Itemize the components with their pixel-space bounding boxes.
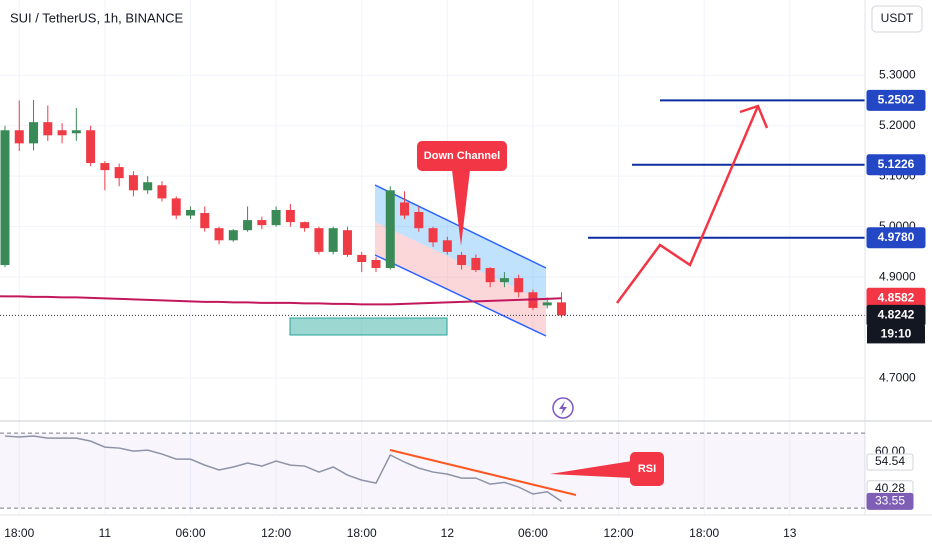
- y-tick-label: 4.7000: [879, 370, 916, 384]
- candle-body: [428, 228, 438, 243]
- axes: 18:00 11 06:00 12:00 18:00 12 06:00 12:00 18:00 1…: [4, 67, 926, 540]
- price-label: 4.8242: [878, 308, 915, 322]
- candle-body: [100, 163, 110, 171]
- rsi-line: [4, 435, 562, 503]
- rsi-label-box: [866, 492, 914, 510]
- candle-body: [14, 130, 24, 144]
- candle-body: [385, 190, 395, 269]
- candle-body: [542, 302, 552, 306]
- x-tick-label: 18:00: [4, 526, 34, 540]
- y-tick-label: 4.9000: [879, 269, 916, 283]
- candle-body: [485, 268, 495, 283]
- candle-body: [228, 230, 238, 241]
- grid: [0, 0, 865, 515]
- candle-body: [414, 212, 424, 229]
- x-tick-label: 12:00: [261, 526, 291, 540]
- price-label: 4.8582: [878, 290, 915, 304]
- callout-pointer: [550, 461, 632, 478]
- candle-body: [499, 278, 509, 283]
- candle-body: [128, 175, 138, 191]
- price-label: 4.9780: [878, 230, 915, 244]
- x-tick-label: 06:00: [175, 526, 205, 540]
- candle-body: [114, 167, 124, 179]
- chart-title: SUI / TetherUS, 1h, BINANCE: [10, 10, 183, 25]
- candle-body: [514, 278, 524, 293]
- candle-body: [457, 254, 467, 266]
- callout-box: [630, 452, 664, 486]
- currency-label: USDT: [881, 11, 914, 25]
- candle-body: [86, 130, 96, 164]
- candle-body: [271, 210, 281, 226]
- y-tick-label: 5.3000: [879, 67, 916, 81]
- candle-body: [185, 210, 195, 216]
- rsi-label: 40.28: [875, 481, 905, 495]
- callout-pointer: [452, 170, 470, 246]
- event-icon-bolt: [559, 401, 567, 415]
- callout-text: Down Channel: [424, 150, 500, 162]
- x-tick-label: 12: [441, 526, 455, 540]
- candle-body: [243, 220, 253, 231]
- x-tick-label: 13: [783, 526, 797, 540]
- candle-body: [328, 228, 338, 252]
- candle-body: [143, 182, 153, 191]
- candle-body: [43, 122, 53, 136]
- candle-body: [29, 122, 39, 144]
- price-label: 5.2502: [878, 93, 915, 107]
- rsi-pane: [0, 432, 865, 509]
- candle-body: [371, 259, 381, 269]
- candle-body: [157, 185, 167, 199]
- price-label-box: [866, 89, 926, 111]
- rsi-label-box: [866, 453, 914, 471]
- projection-arrow: [615, 105, 760, 304]
- candle-body: [314, 228, 324, 252]
- x-tick-label: 18:00: [689, 526, 719, 540]
- rsi-label: 54.54: [875, 454, 905, 468]
- channel-line: [374, 254, 547, 337]
- currency-box: [871, 5, 923, 33]
- candle-body: [300, 222, 310, 229]
- arrow-head: [739, 104, 769, 129]
- candle-body: [200, 213, 210, 229]
- countdown-label: 19:10: [881, 327, 912, 341]
- candle-body: [285, 210, 295, 223]
- x-tick-label: 12:00: [604, 526, 634, 540]
- moving-average: [4, 295, 562, 306]
- candle-body: [257, 220, 267, 226]
- candle-body: [214, 228, 224, 241]
- price-label: 5.1226: [878, 157, 915, 171]
- price-label-box: [866, 227, 926, 249]
- candle-body: [471, 257, 481, 271]
- callout-text: RSI: [638, 463, 656, 475]
- candle-body: [171, 198, 181, 216]
- rsi-trend-line: [389, 449, 577, 496]
- price-label-box: [866, 154, 926, 176]
- zone-box: [289, 317, 448, 336]
- candle-body: [357, 254, 367, 262]
- rsi-band-fill: [0, 433, 865, 509]
- channel-lower-fill: [375, 222, 546, 336]
- candle-body: [556, 302, 566, 316]
- candle-body: [342, 230, 352, 255]
- countdown-box: [867, 325, 925, 344]
- candle-body: [400, 202, 410, 216]
- candle-body: [71, 130, 81, 134]
- x-tick-label: 11: [99, 526, 112, 540]
- y-tick-label: 5.2000: [879, 118, 916, 132]
- candle-body: [0, 130, 10, 266]
- plot: [0, 99, 865, 318]
- callout-box: [417, 141, 507, 171]
- x-tick-label: 06:00: [518, 526, 548, 540]
- x-tick-label: 18:00: [347, 526, 377, 540]
- rsi-label: 33.55: [875, 494, 905, 508]
- candle-body: [57, 130, 67, 136]
- candle-body: [442, 240, 452, 252]
